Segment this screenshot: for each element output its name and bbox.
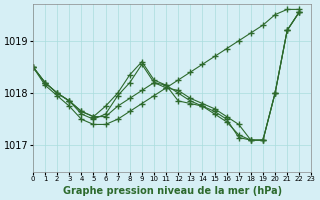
X-axis label: Graphe pression niveau de la mer (hPa): Graphe pression niveau de la mer (hPa) — [63, 186, 282, 196]
